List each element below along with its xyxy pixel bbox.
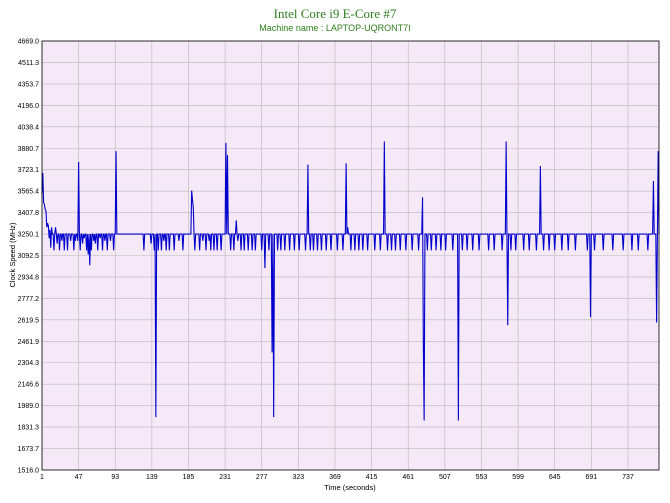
y-tick-label: 4669.0 [18, 39, 40, 46]
x-tick-label: 185 [183, 474, 195, 481]
y-tick-label: 4511.3 [18, 60, 39, 67]
x-axis-label: Time (seconds) [324, 483, 376, 492]
x-tick-label: 139 [146, 474, 158, 481]
x-tick-label: 277 [256, 474, 268, 481]
series-line [41, 141, 660, 421]
y-tick-label: 3565.4 [18, 189, 40, 196]
y-tick-labels: 1516.0 1673.7 1831.3 1989.0 2146.6 2304.3 2461… [18, 39, 40, 475]
y-tick-label: 3880.7 [18, 146, 40, 153]
y-tick-label: 1516.0 [18, 468, 40, 475]
grid-lines [41, 40, 659, 471]
x-tick-label: 645 [549, 474, 561, 481]
x-tick-label: 461 [402, 474, 414, 481]
y-tick-label: 3723.1 [18, 167, 40, 174]
y-tick-label: 3092.5 [18, 253, 40, 260]
x-tick-label: 553 [476, 474, 488, 481]
y-tick-label: 2146.6 [18, 382, 40, 389]
y-tick-label: 1989.0 [18, 403, 40, 410]
y-tick-label: 2619.5 [18, 317, 40, 324]
chart-title: Intel Core i9 E-Core #7 [273, 6, 397, 21]
y-tick-label: 2304.3 [18, 360, 40, 367]
chart-subtitle: Machine name : LAPTOP-UQRONT7I [259, 23, 411, 33]
x-tick-label: 369 [329, 474, 341, 481]
y-tick-label: 4038.4 [18, 124, 40, 131]
y-tick-label: 2934.8 [18, 274, 40, 281]
x-tick-label: 1 [40, 474, 44, 481]
x-tick-label: 415 [366, 474, 378, 481]
y-tick-label: 3407.8 [18, 210, 40, 217]
x-tick-label: 93 [111, 474, 119, 481]
x-tick-label: 231 [219, 474, 231, 481]
y-tick-label: 1831.3 [18, 425, 40, 432]
y-tick-label: 4353.7 [18, 81, 40, 88]
plot-border [41, 40, 660, 471]
x-tick-labels: 1 47 93 139 185 231 277 323 369 415 461 507 553 599 64… [40, 474, 634, 481]
x-tick-label: 507 [439, 474, 451, 481]
y-tick-label: 1673.7 [18, 446, 40, 453]
x-tick-label: 737 [622, 474, 634, 481]
y-axis-label: Clock Speed (MHz) [8, 222, 17, 288]
x-tick-label: 599 [512, 474, 524, 481]
y-tick-label: 2461.9 [18, 339, 40, 346]
y-tick-label: 2777.2 [18, 296, 40, 303]
x-tick-label: 323 [293, 474, 305, 481]
x-tick-label: 691 [585, 474, 597, 481]
x-tick-label: 47 [75, 474, 83, 481]
y-tick-label: 4196.0 [18, 103, 40, 110]
y-tick-label: 3250.1 [18, 232, 40, 239]
